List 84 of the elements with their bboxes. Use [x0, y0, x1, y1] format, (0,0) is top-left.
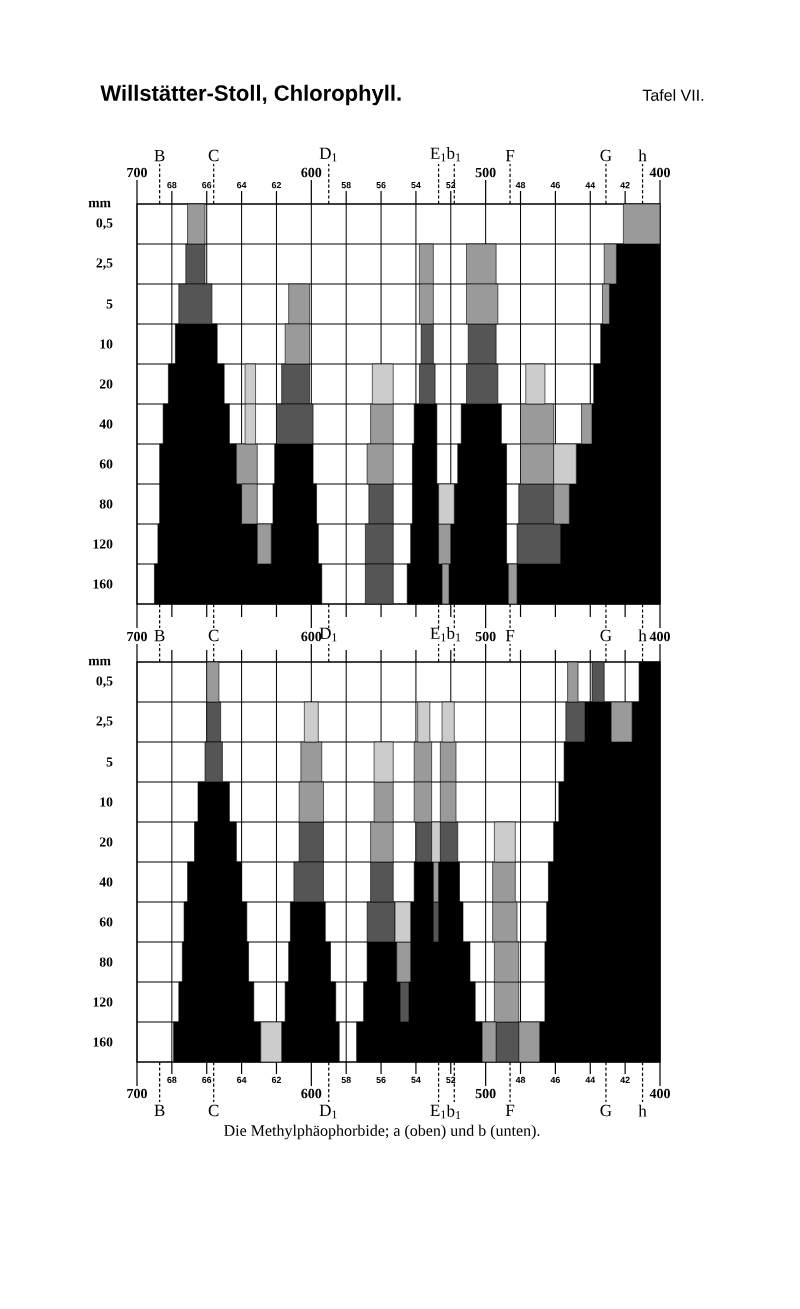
- text: B: [154, 1104, 165, 1116]
- ref-line-label: F: [505, 630, 515, 642]
- y-tick-label: 2,5: [96, 258, 113, 270]
- x2-tick-label: 64: [237, 1076, 247, 1084]
- ref-line-label: B: [154, 630, 165, 642]
- ref-line-label: h: [638, 149, 647, 162]
- x2-tick-label: 54: [411, 182, 421, 189]
- x2-tick-label: 46: [550, 181, 560, 189]
- x2-tick-label: 66: [202, 181, 212, 189]
- x2-tick-label: 42: [620, 1076, 630, 1083]
- text: 600: [301, 1088, 322, 1099]
- y-tick-label: 160: [93, 1037, 113, 1047]
- x2-tick-label: 56: [376, 1076, 386, 1084]
- text: h: [638, 1104, 647, 1117]
- x2-tick-label: 68: [167, 1076, 177, 1084]
- y-tick-label: 5: [106, 757, 113, 767]
- chart-title: Willstätter-Stoll, Chlorophyll.: [100, 84, 401, 106]
- text: F: [505, 1104, 515, 1116]
- x2-tick-label: 52: [446, 181, 456, 189]
- ref-line-label: C: [208, 149, 219, 162]
- y-tick-label: 5: [106, 299, 113, 309]
- ref-line-label: D$_{1}$: [319, 147, 337, 162]
- y-tick-label: 10: [100, 797, 113, 807]
- x2-tick-label: 54: [411, 1076, 421, 1083]
- ref-line-label: G: [600, 629, 612, 642]
- x-tick-label: 400: [649, 631, 670, 642]
- x-tick-label: 600: [301, 167, 322, 178]
- y-tick-label: 20: [99, 837, 113, 847]
- ref-line-label: E$_{1}$: [430, 627, 446, 642]
- chart-subtitle: Tafel VII.: [642, 89, 704, 101]
- ref-line-label: F: [505, 150, 515, 162]
- y-tick-label: 20: [99, 379, 113, 389]
- y-axis-title: mm: [88, 200, 111, 208]
- x2-tick-label: 48: [515, 1076, 526, 1084]
- text: 500: [475, 1088, 496, 1099]
- ref-line-label: h: [638, 629, 647, 642]
- y-tick-label: 60: [99, 459, 113, 469]
- y-tick-label: 0,5: [96, 676, 113, 688]
- text: 400: [649, 1088, 670, 1099]
- x-tick-label: 700: [127, 631, 147, 642]
- x2-tick-label: 52: [446, 1076, 456, 1084]
- x-tick-label: 500: [475, 631, 496, 642]
- ref-line-label: B: [154, 150, 165, 162]
- x-tick-label: 500: [475, 167, 496, 178]
- x2-tick-label: 44: [585, 182, 596, 189]
- y-tick-label: 2,5: [96, 716, 113, 728]
- y-axis-title: mm: [88, 658, 111, 666]
- x-tick-label: 700: [127, 167, 147, 178]
- text: Die Methylphäophorbide; a (oben) und b (unten).: [224, 1124, 540, 1140]
- x2-tick-label: 68: [167, 181, 177, 189]
- text: G: [600, 1104, 612, 1117]
- text: 700: [127, 1088, 147, 1099]
- text: C: [208, 1104, 219, 1117]
- text: E$_{1}$: [430, 1104, 446, 1119]
- x2-tick-label: 48: [515, 181, 526, 189]
- y-tick-label: 0,5: [96, 218, 113, 230]
- y-tick-label: 80: [99, 957, 113, 967]
- x-tick-label: 400: [649, 167, 670, 178]
- x2-tick-label: 66: [202, 1076, 212, 1084]
- x2-tick-label: 58: [341, 1076, 351, 1084]
- x2-tick-label: 46: [550, 1076, 560, 1084]
- ref-line-label: C: [208, 629, 219, 642]
- x2-tick-label: 64: [237, 181, 247, 189]
- x2-tick-label: 62: [271, 1076, 282, 1084]
- ref-line-label: G: [600, 149, 612, 162]
- y-tick-label: 40: [99, 877, 113, 887]
- x2-tick-label: 62: [271, 181, 282, 189]
- text: D$_{1}$: [319, 1104, 337, 1119]
- x2-tick-label: 58: [341, 181, 351, 189]
- y-tick-label: 120: [93, 997, 113, 1007]
- x2-tick-label: 44: [585, 1076, 596, 1083]
- y-tick-label: 120: [93, 539, 113, 549]
- text: b$_{1}$: [446, 1104, 461, 1119]
- x-tick-label: 600: [301, 631, 322, 642]
- y-tick-label: 160: [93, 579, 113, 589]
- x2-tick-label: 42: [620, 182, 630, 189]
- y-tick-label: 10: [100, 339, 113, 349]
- y-tick-label: 80: [99, 499, 113, 509]
- ref-line-label: E$_{1}$: [430, 147, 446, 162]
- ref-line-label: b$_{1}$: [446, 147, 461, 162]
- y-tick-label: 60: [99, 917, 113, 927]
- x2-tick-label: 56: [376, 181, 386, 189]
- y-tick-label: 40: [99, 419, 113, 429]
- ref-line-label: b$_{1}$: [446, 627, 461, 642]
